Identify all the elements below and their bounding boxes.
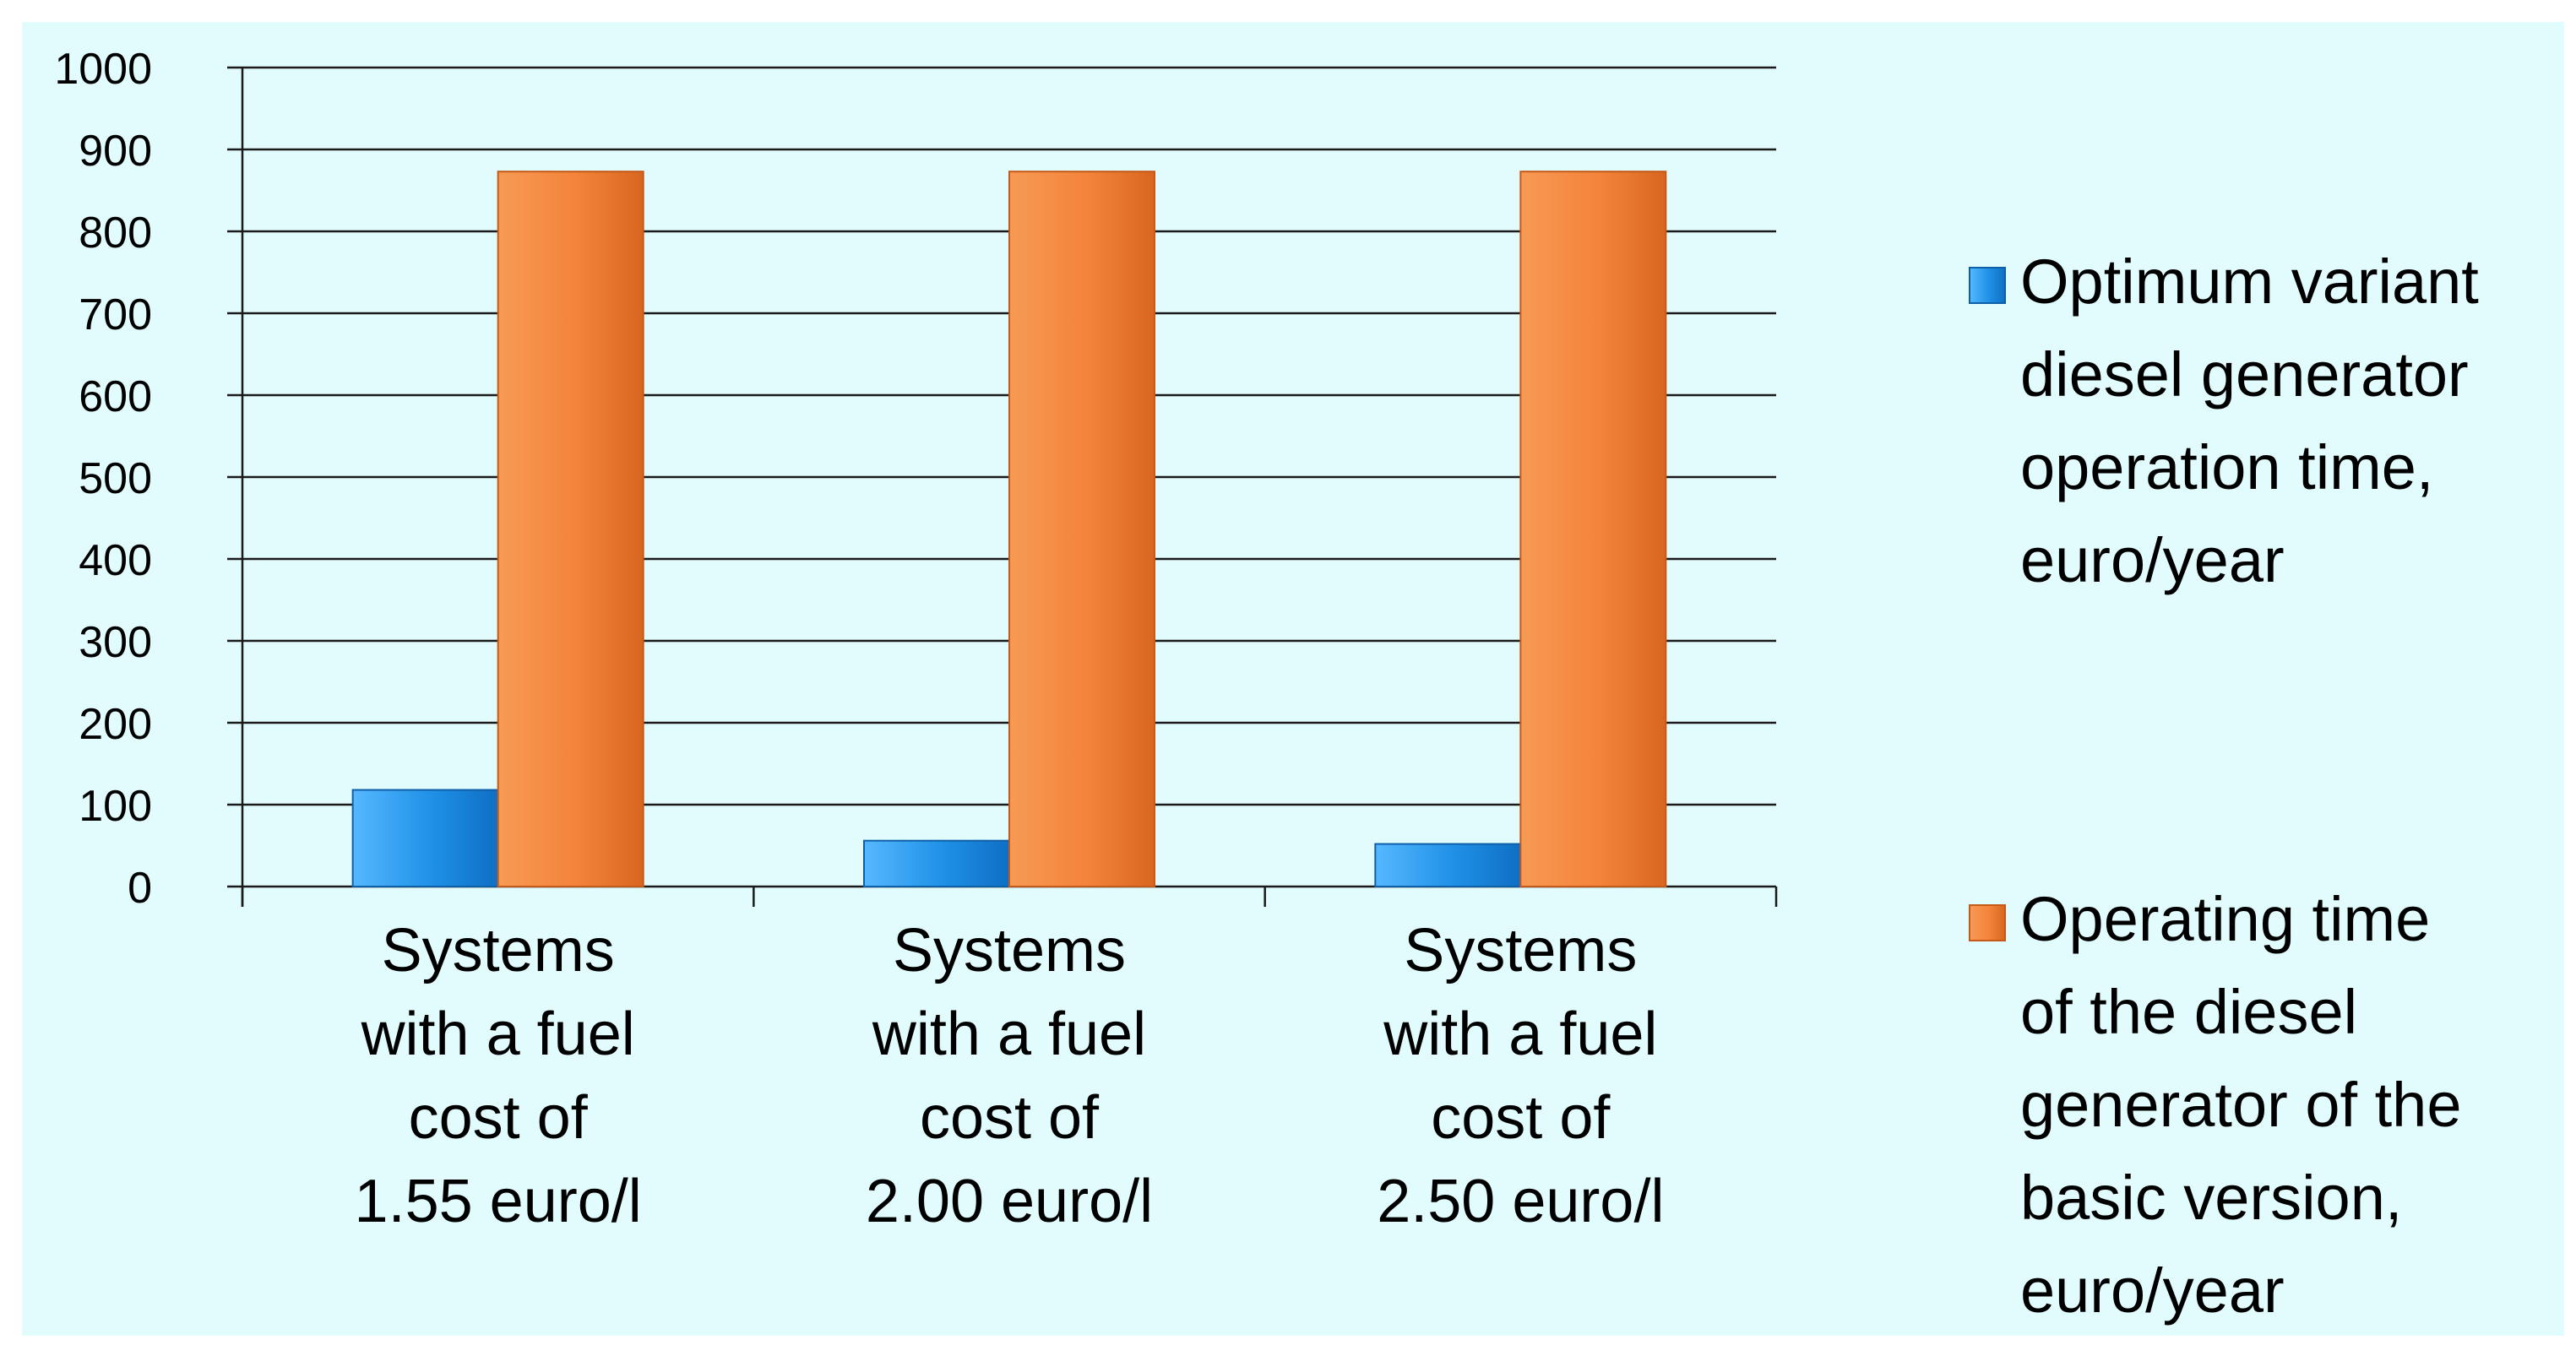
bars: [351, 171, 1667, 887]
y-tick-label: 300: [79, 618, 152, 667]
bar-series-1-category-1: [351, 789, 499, 887]
bar-series-2-category-3: [1519, 171, 1667, 887]
legend-swatch-series-2: [1969, 904, 2006, 941]
y-tick-label: 800: [79, 209, 152, 258]
legend-swatch-series-1: [1969, 267, 2006, 304]
y-tick-label: 900: [79, 127, 152, 176]
bar-series-1-category-2: [863, 839, 1010, 887]
y-tick-label: 1000: [54, 45, 152, 94]
x-category-label: Systems with a fuel cost of 1.55 euro/l: [355, 917, 642, 1235]
bar-series-2-category-2: [1008, 171, 1155, 887]
y-tick-label: 400: [79, 536, 152, 585]
legend-label-series-2: Operating time of the diesel generator of …: [2020, 884, 2461, 1326]
axis-labels: 0 100 200 300 400 500 600 700 800 900 1000 Systems w…: [54, 45, 1664, 1235]
y-tick-label: 200: [79, 700, 152, 749]
y-tick-label: 600: [79, 372, 152, 421]
chart-background: [22, 22, 2564, 1336]
y-tick-label: 700: [79, 290, 152, 339]
bar-series-1-category-3: [1374, 843, 1522, 887]
legend: Optimum variant diesel generator operation…: [1969, 247, 2479, 1326]
x-category-label: Systems with a fuel cost of 2.00 euro/l: [866, 917, 1153, 1235]
y-tick-label: 500: [79, 454, 152, 503]
y-tick-label: 0: [128, 864, 152, 913]
gridlines: [227, 66, 1776, 806]
y-tick-label: 100: [79, 782, 152, 831]
x-category-label: Systems with a fuel cost of 2.50 euro/l: [1377, 917, 1664, 1235]
bar-series-2-category-1: [497, 171, 644, 887]
legend-label-series-1: Optimum variant diesel generator operation…: [2020, 247, 2479, 595]
